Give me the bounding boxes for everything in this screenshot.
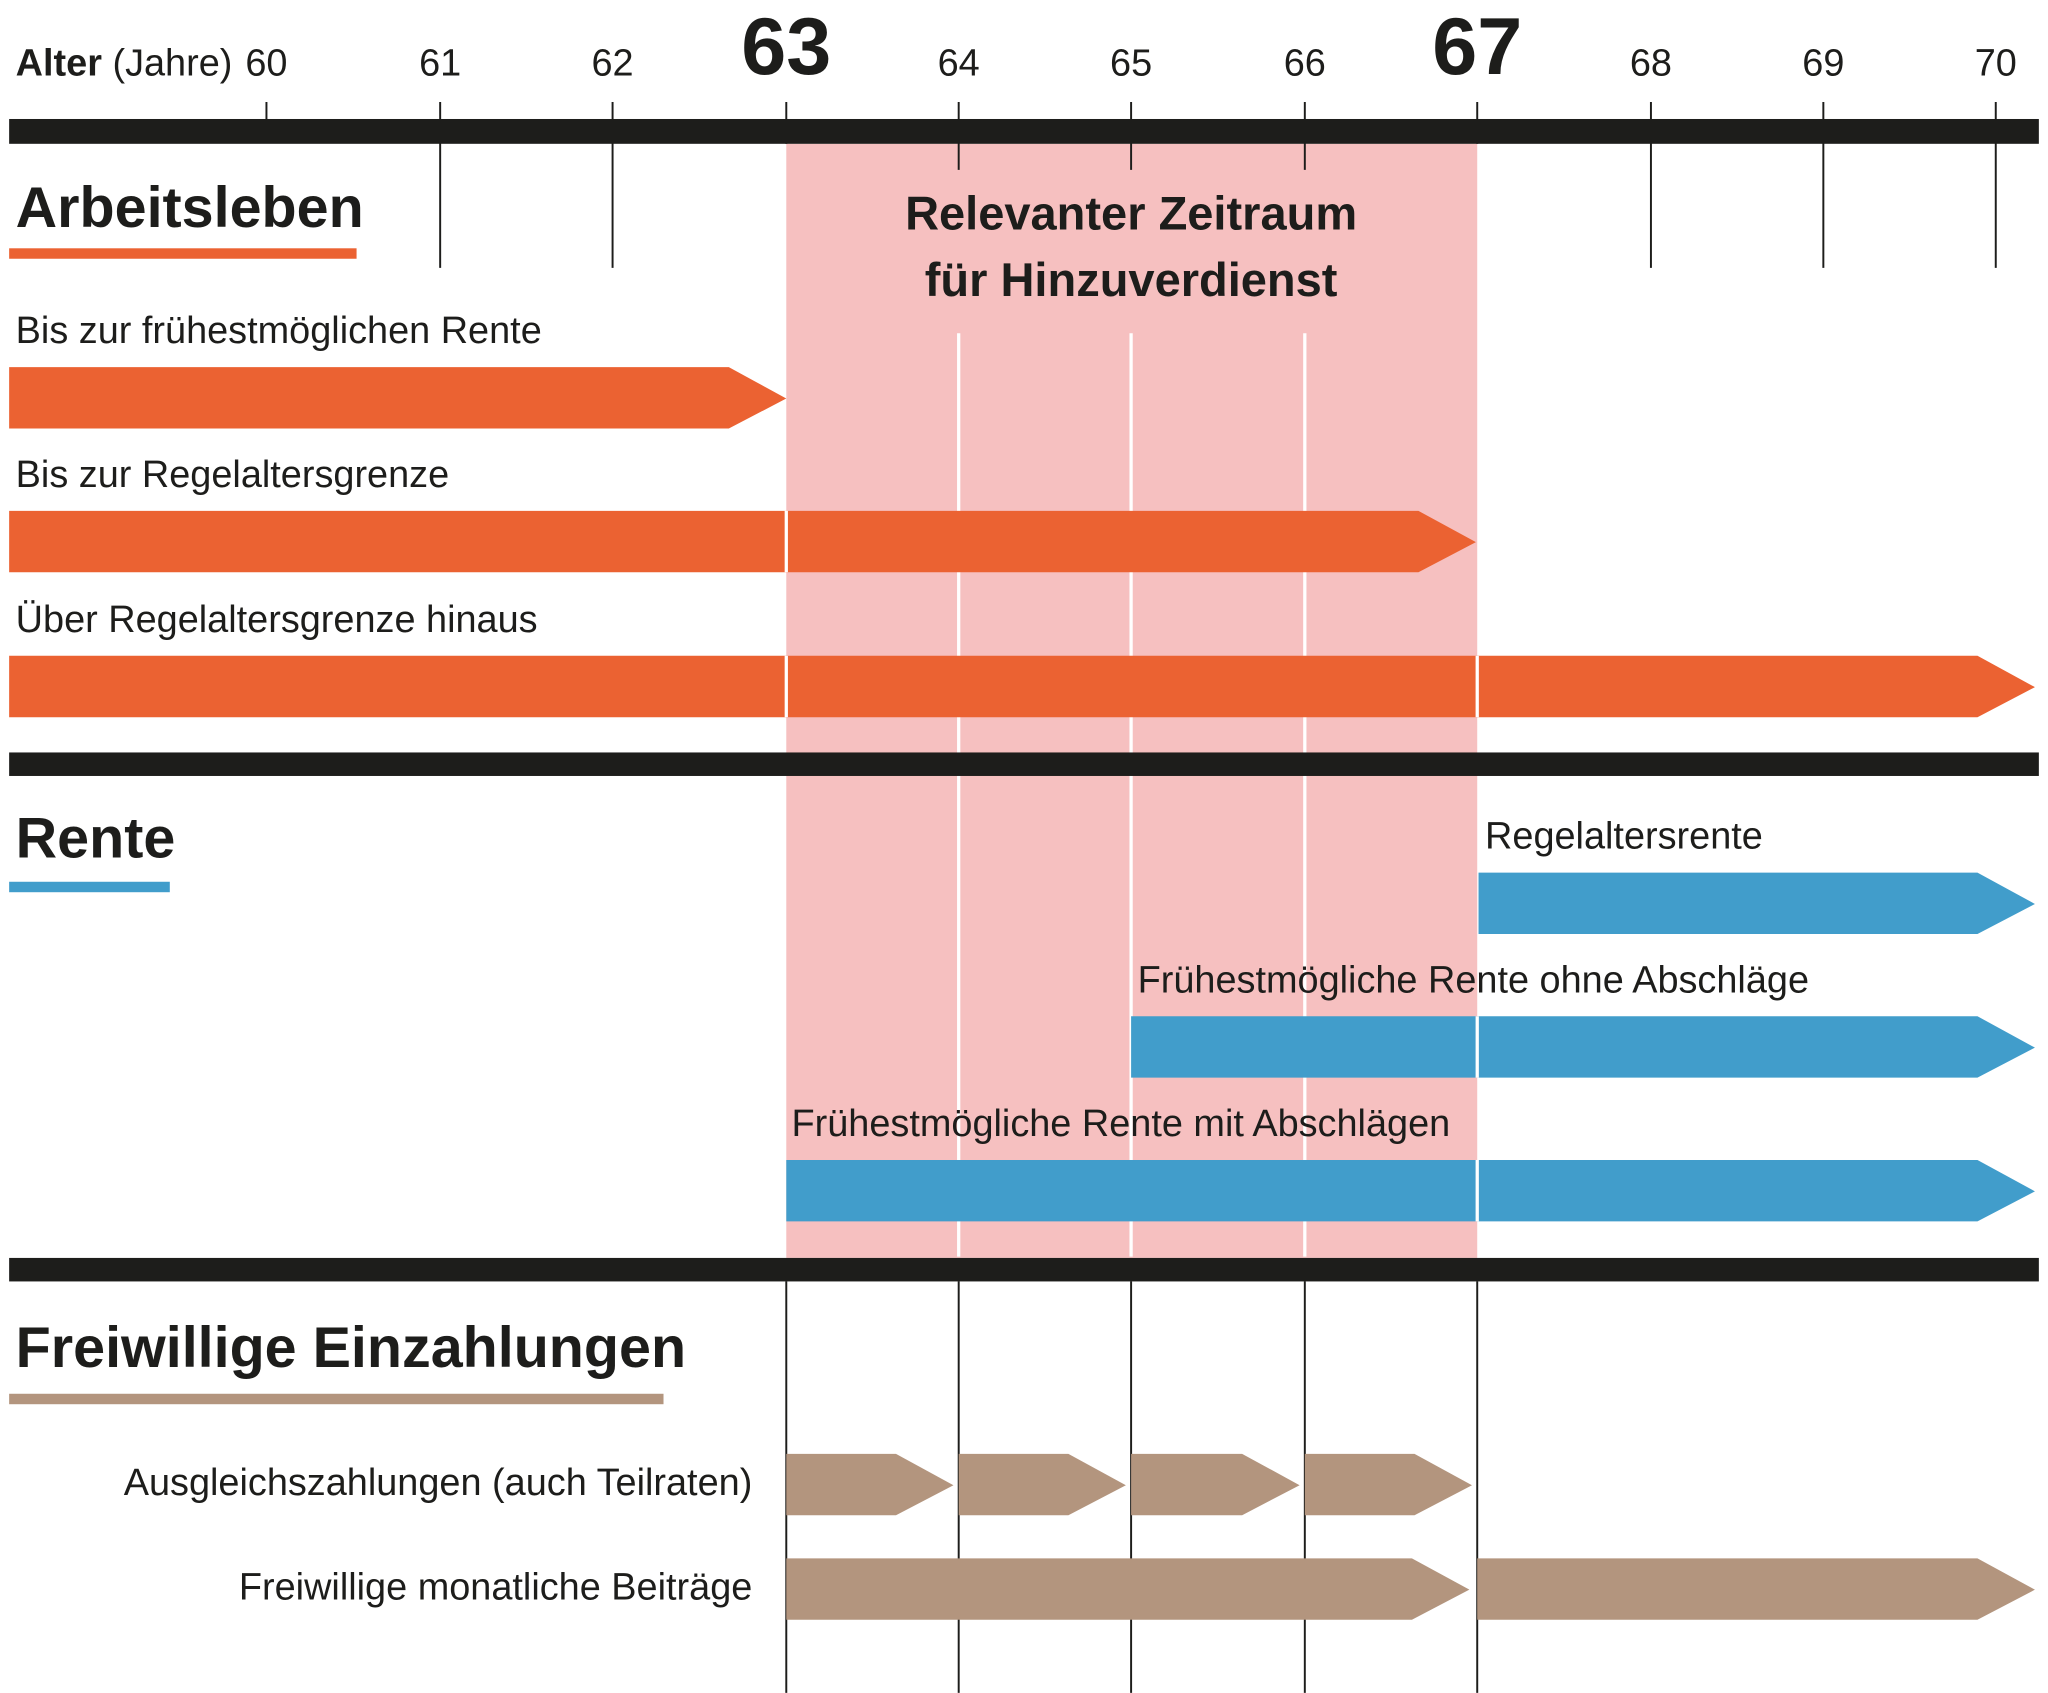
tick-label: 68 (1630, 42, 1672, 84)
arrow-group (786, 1453, 1472, 1516)
section-title: Freiwillige Einzahlungen (16, 1316, 686, 1380)
row-label: Ausgleichszahlungen (auch Teilraten) (124, 1462, 753, 1504)
tick-label: 60 (245, 42, 287, 84)
separator (9, 752, 2039, 776)
row-label: Frühestmögliche Rente mit Abschlägen (792, 1103, 1451, 1145)
arrow-bar (9, 655, 2035, 718)
tick-label: 65 (1110, 42, 1152, 84)
separator (9, 1257, 2039, 1282)
section-title: Arbeitsleben (16, 176, 364, 240)
highlight-label: für Hinzuverdienst (925, 253, 1338, 306)
row-label: Über Regelaltersgrenze hinaus (16, 599, 538, 641)
band-lines (957, 333, 1307, 1257)
section-underline (9, 248, 357, 259)
tick-label: 63 (741, 2, 831, 92)
axis-unit: (Jahre) (112, 42, 232, 84)
row-label: Bis zur frühestmöglichen Rente (16, 310, 542, 352)
tick-label: 64 (938, 42, 980, 84)
row-label: Freiwillige monatliche Beiträge (239, 1567, 752, 1609)
highlight-label: Relevanter Zeitraum (905, 186, 1357, 239)
arrow-bar (9, 510, 1476, 573)
arrow-bar (786, 1159, 2035, 1222)
tick-label: 67 (1432, 2, 1522, 92)
tick-label: 70 (1975, 42, 2017, 84)
row-label: Regelaltersrente (1485, 816, 1763, 858)
row-label: Bis zur Regelaltersgrenze (16, 454, 449, 496)
section-underline (9, 881, 170, 893)
arrow-bar (1131, 1016, 2035, 1078)
arrow-bar (1478, 872, 2035, 935)
tick-label: 69 (1802, 42, 1844, 84)
arrow-group (786, 1558, 2035, 1620)
axis-title: Alter (Jahre) (16, 42, 233, 84)
section-underline (9, 1393, 664, 1405)
tick-label: 66 (1284, 42, 1326, 84)
row-label: Frühestmögliche Rente ohne Abschläge (1138, 959, 1809, 1001)
axis-label: Alter (16, 42, 103, 84)
section-title: Rente (16, 807, 176, 871)
tick-label: 62 (592, 42, 634, 84)
tick-label: 61 (419, 42, 461, 84)
axis-bar (9, 118, 2039, 144)
arrow-bar (9, 367, 787, 429)
